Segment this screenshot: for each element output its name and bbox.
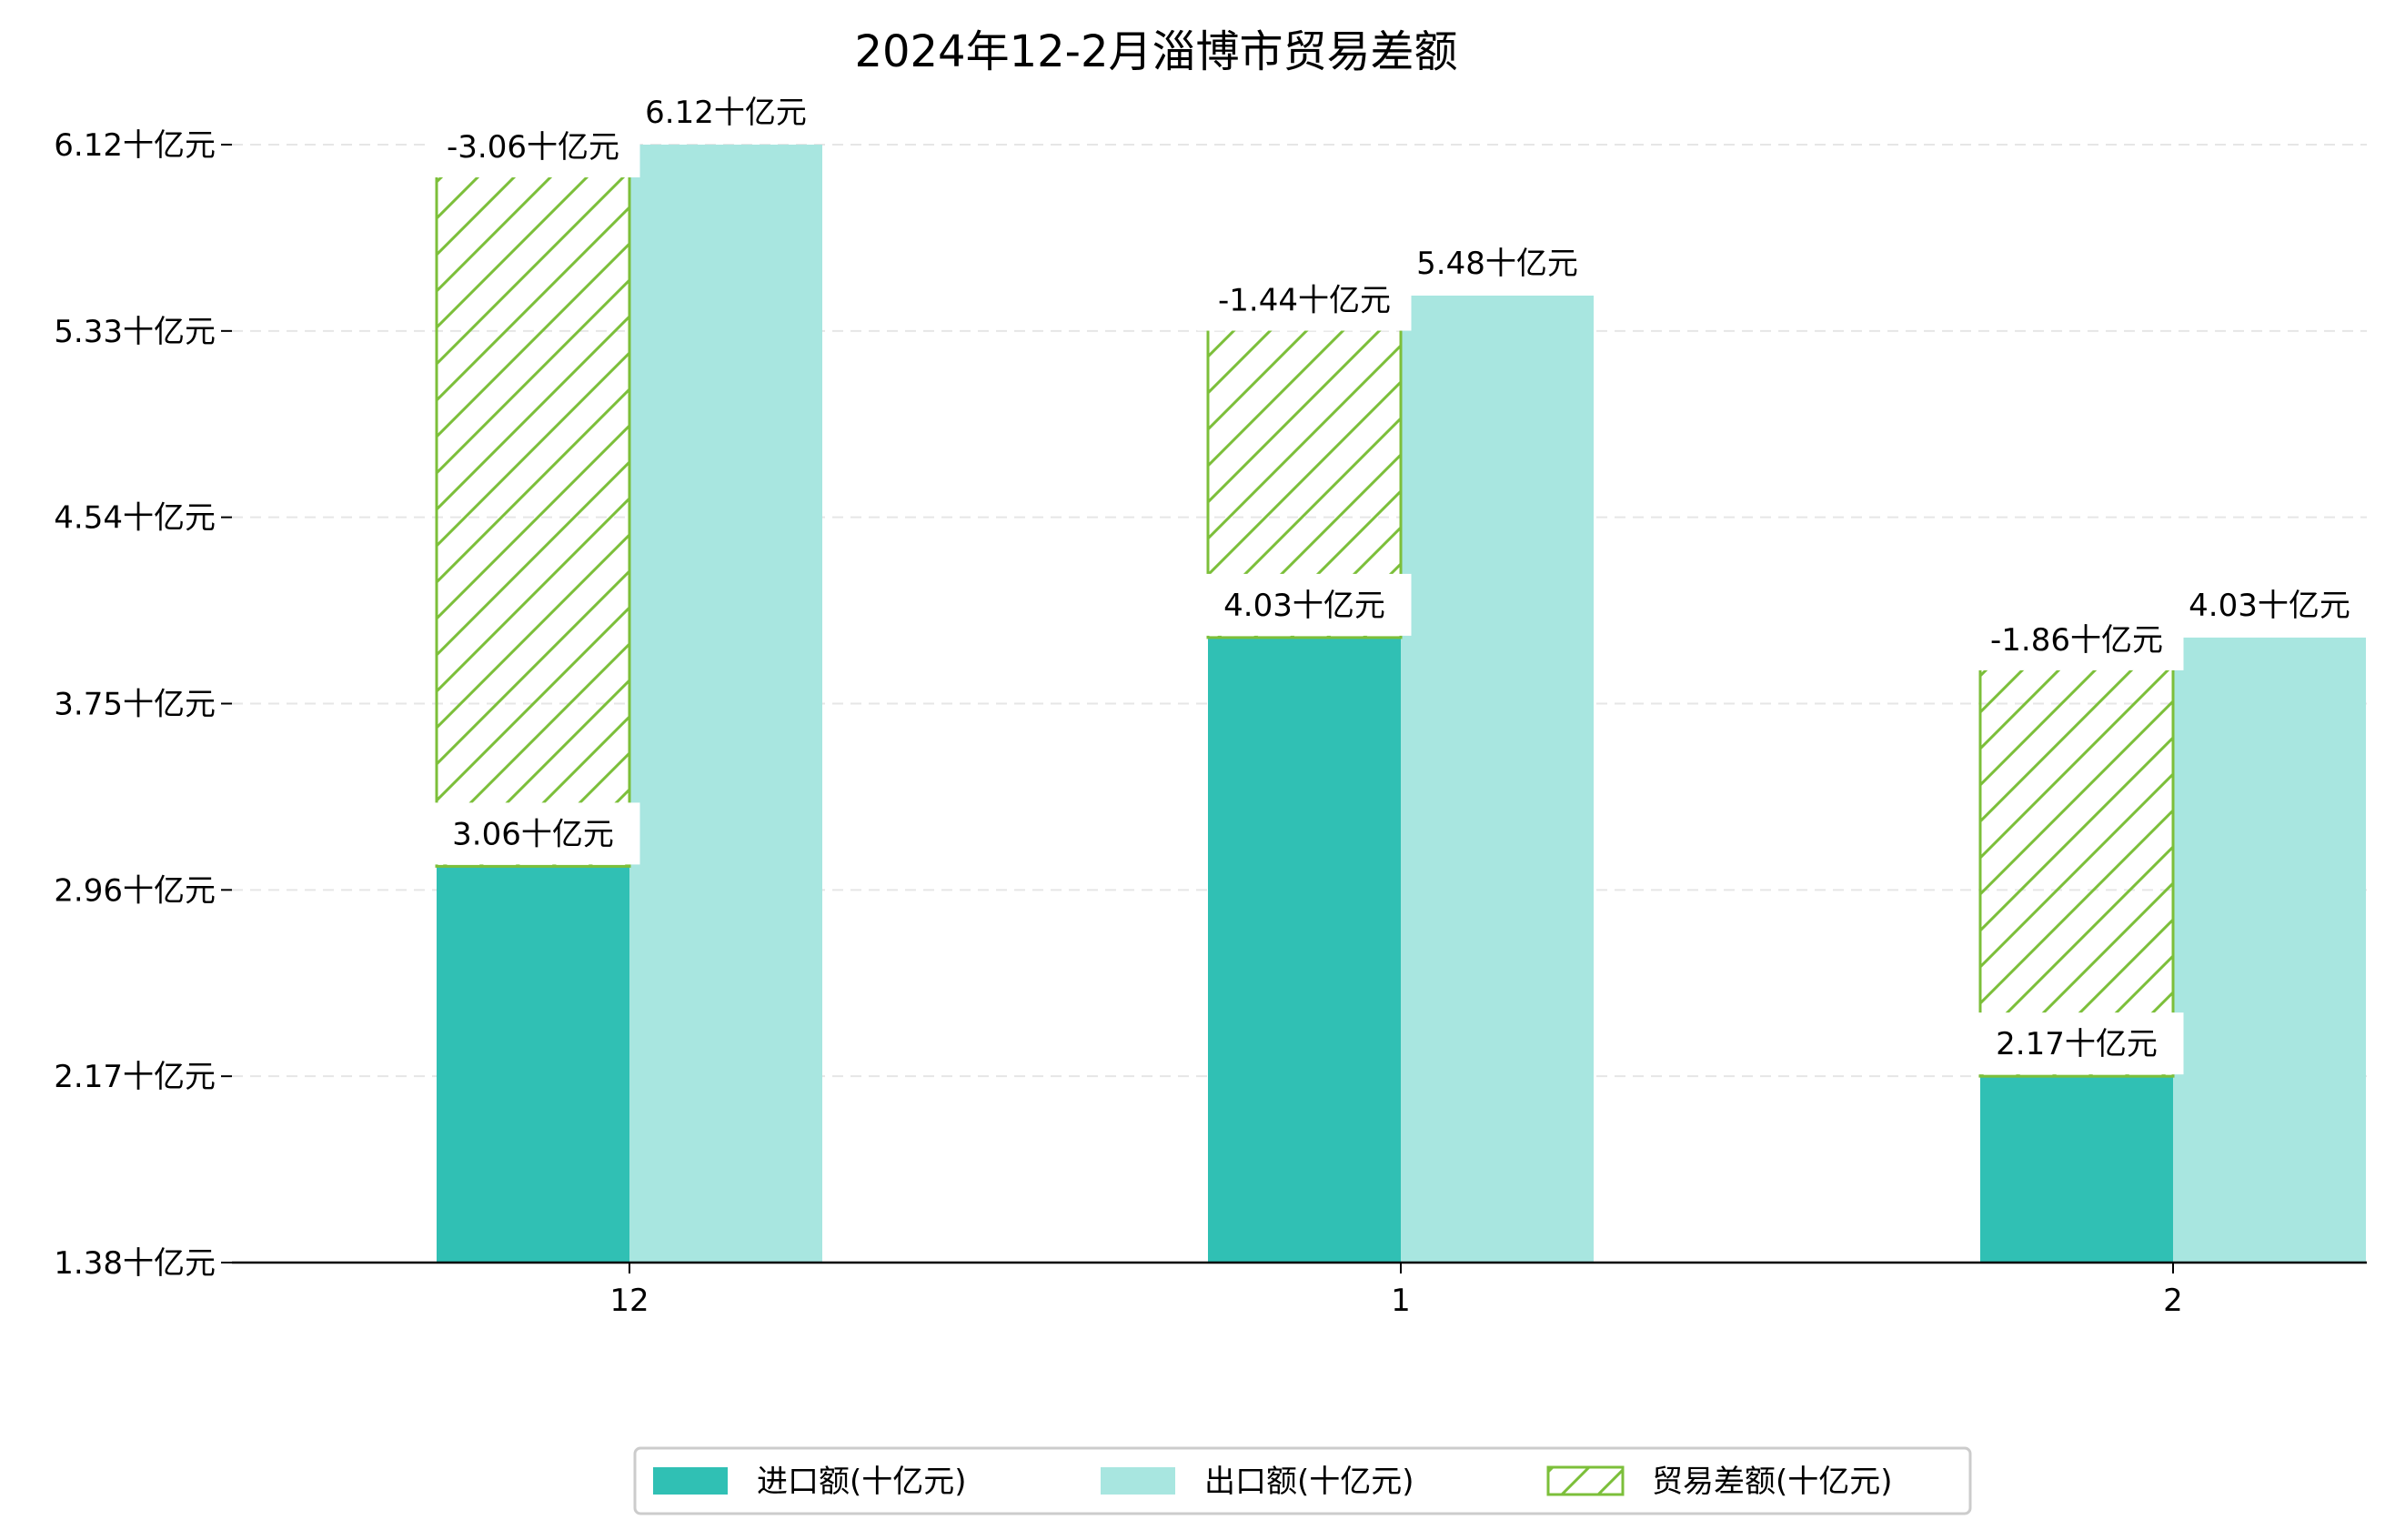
- import-value-label: 3.06十亿元: [452, 816, 614, 852]
- bar-trade-balance: [435, 163, 631, 868]
- bar-trade-balance: [1978, 656, 2175, 1078]
- bar-export: [629, 145, 822, 1263]
- legend-balance-label: 贸易差额(十亿元): [1652, 1464, 1893, 1500]
- data-label-box: [619, 81, 833, 143]
- legend-frame: [633, 1446, 1972, 1515]
- data-label-box: [2162, 573, 2377, 636]
- x-tick-label: 2: [2163, 1283, 2183, 1319]
- bar-export: [2173, 637, 2366, 1263]
- x-tick-label: 12: [609, 1283, 649, 1319]
- x-tick-label: 1: [1391, 1283, 1411, 1319]
- data-label-box: [1969, 608, 2184, 670]
- data-label-box: [1390, 231, 1605, 294]
- export-value-label: 4.03十亿元: [2189, 588, 2350, 624]
- bar-import: [1980, 1076, 2173, 1263]
- y-tick-label: 2.17十亿元: [54, 1059, 216, 1095]
- balance-value-label: -1.86十亿元: [1990, 622, 2163, 659]
- balance-value-label: -3.06十亿元: [447, 129, 619, 166]
- y-tick-label: 6.12十亿元: [54, 127, 216, 164]
- import-value-label: 4.03十亿元: [1223, 588, 1385, 624]
- data-label-box: [1197, 573, 1412, 636]
- bar-export: [1401, 295, 1594, 1263]
- y-tick-label: 5.33十亿元: [54, 314, 216, 350]
- axes: 1.38十亿元 2.17十亿元 2.96十亿元 3.75十亿元 4.54十亿元 5.33十…: [54, 127, 2367, 1319]
- data-labels: 3.06十亿元 -3.06十亿元 6.12十亿元 4.03十亿元 -1.44十亿元 5.4…: [426, 81, 2377, 1075]
- legend: 进口额(十亿元) 出口额(十亿元) 贸易差额(十亿元): [633, 1446, 1972, 1515]
- data-label-box: [1197, 268, 1412, 331]
- data-label-box: [1969, 1012, 2184, 1075]
- export-value-label: 6.12十亿元: [645, 95, 807, 131]
- data-label-box: [426, 802, 640, 865]
- export-value-label: 5.48十亿元: [1416, 246, 1578, 282]
- legend-balance-swatch: [1546, 1465, 1625, 1496]
- legend-export-label: 出口额(十亿元): [1204, 1464, 1414, 1500]
- bar-import: [1208, 637, 1401, 1263]
- y-tick-label: 1.38十亿元: [54, 1245, 216, 1282]
- legend-import-label: 进口额(十亿元): [757, 1464, 967, 1500]
- data-label-box: [426, 116, 640, 177]
- chart-title: 2024年12-2月淄博市贸易差额: [854, 26, 1457, 77]
- legend-export-swatch: [1101, 1467, 1175, 1495]
- bars: [435, 145, 2366, 1263]
- legend-import-swatch: [653, 1467, 728, 1495]
- balance-value-label: -1.44十亿元: [1218, 283, 1391, 319]
- y-tick-label: 4.54十亿元: [54, 500, 216, 537]
- y-tick-label: 3.75十亿元: [54, 687, 216, 723]
- bar-import: [437, 866, 629, 1263]
- import-value-label: 2.17十亿元: [1996, 1026, 2158, 1062]
- y-tick-label: 2.96十亿元: [54, 872, 216, 909]
